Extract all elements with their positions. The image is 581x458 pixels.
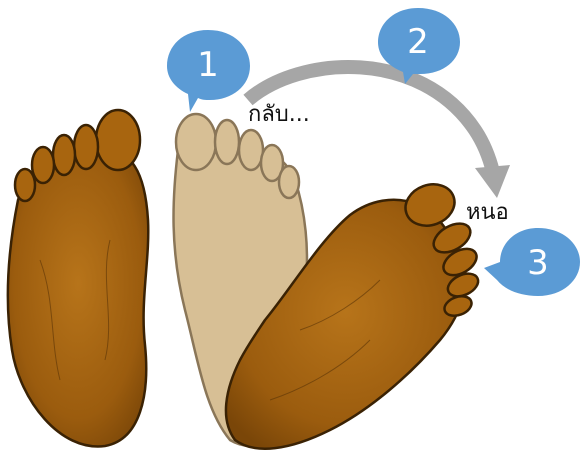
step-number-3: 3 (527, 243, 549, 283)
step-bubble-2: 2 (378, 8, 460, 84)
left-foot (6, 108, 150, 448)
step-number-2: 2 (407, 22, 429, 62)
step-number-1: 1 (197, 45, 219, 85)
step-bubble-1: 1 (167, 30, 250, 112)
right-foot-tilted (224, 183, 480, 450)
label-back: กลับ... (248, 102, 310, 127)
label-turn: หนอ (466, 200, 509, 225)
step-bubble-3: 3 (484, 228, 580, 296)
curved-arrow (243, 60, 510, 198)
